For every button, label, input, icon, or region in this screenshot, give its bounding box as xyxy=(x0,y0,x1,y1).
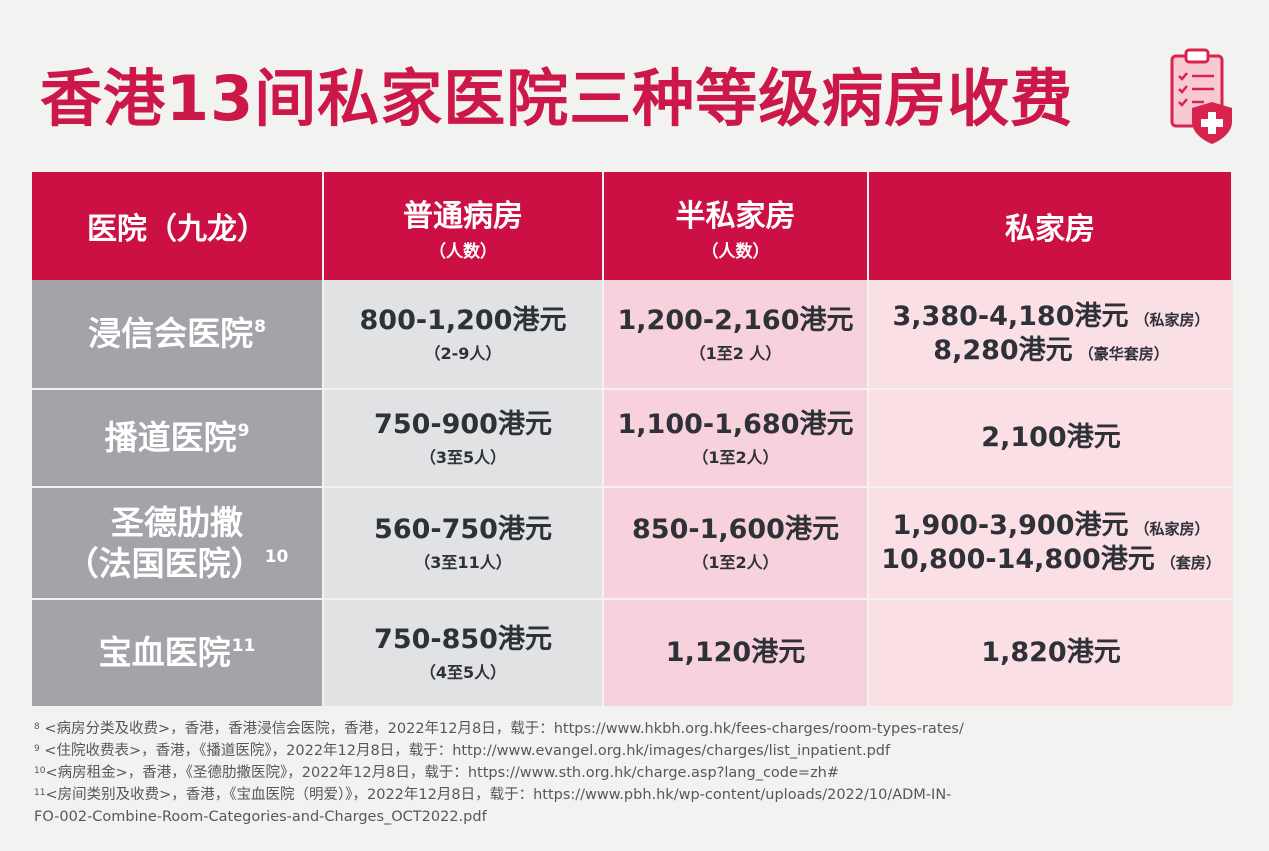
general-ward-cell: 560-750港元 （3至11人） xyxy=(324,488,604,600)
general-price: 560-750港元 xyxy=(374,513,552,547)
hospital-name: 浸信会医院8 xyxy=(88,313,266,354)
footnotes: 8 <病房分类及收费>，香港，香港浸信会医院，香港，2022年12月8日，载于：… xyxy=(34,718,1234,828)
general-price: 750-900港元 xyxy=(374,408,552,442)
semi-price: 1,120港元 xyxy=(666,636,805,670)
footnote-number: 9 xyxy=(34,744,40,754)
general-price: 800-1,200港元 xyxy=(360,304,567,338)
header-semi-sub: （人数） xyxy=(702,237,770,262)
hospital-name-cell: 浸信会医院8 xyxy=(32,280,324,390)
private-room-cell: 1,900-3,900港元 （私家房） 10,800-14,800港元 （套房） xyxy=(869,488,1233,600)
private-note: （豪华套房） xyxy=(1079,345,1169,363)
private-price: 1,820港元 xyxy=(981,636,1120,670)
footnote-text: <病房分类及收费>，香港，香港浸信会医院，香港，2022年12月8日，载于：ht… xyxy=(44,721,964,737)
footnote-number: 11 xyxy=(34,788,45,798)
hospital-name: 圣德肋撒 （法国医院）10 xyxy=(66,502,289,585)
general-occupancy: （2-9人） xyxy=(425,340,502,364)
header-general-label: 普通病房 xyxy=(403,191,523,235)
general-occupancy: （3至11人） xyxy=(414,549,511,573)
hospital-name: 宝血医院11 xyxy=(99,632,256,673)
footnote-text: <病房租金>，香港，《圣德肋撒医院》，2022年12月8日，载于：https:/… xyxy=(45,765,839,781)
hospital-name-cell: 宝血医院11 xyxy=(32,600,324,706)
page-title: 香港13间私家医院三种等级病房收费 xyxy=(40,48,1073,138)
fee-table: 医院（九龙） 普通病房 （人数） 半私家房 （人数） 私家房 浸信会医院8 80… xyxy=(32,172,1233,706)
header-private-label: 私家房 xyxy=(1005,204,1095,248)
header-general-ward: 普通病房 （人数） xyxy=(324,172,604,280)
semi-private-cell: 1,120港元 xyxy=(604,600,869,706)
semi-private-cell: 1,200-2,160港元 （1至2 人） xyxy=(604,280,869,390)
footnote-number: 8 xyxy=(34,722,40,732)
semi-price: 1,100-1,680港元 xyxy=(617,408,853,442)
footnote-continuation: FO-002-Combine-Room-Categories-and-Charg… xyxy=(34,806,1234,828)
semi-occupancy: （1至2人） xyxy=(692,444,778,468)
private-price-line: 3,380-4,180港元 （私家房） xyxy=(892,300,1209,334)
private-price: 2,100港元 xyxy=(981,421,1120,455)
general-ward-cell: 750-900港元 （3至5人） xyxy=(324,390,604,488)
private-note: （私家房） xyxy=(1135,520,1210,538)
footnote: 8 <病房分类及收费>，香港，香港浸信会医院，香港，2022年12月8日，载于：… xyxy=(34,718,1234,740)
semi-occupancy: （1至2人） xyxy=(692,549,778,573)
semi-price: 850-1,600港元 xyxy=(632,513,839,547)
footnote-text: FO-002-Combine-Room-Categories-and-Charg… xyxy=(34,809,487,825)
hospital-name: 播道医院9 xyxy=(105,417,250,458)
semi-price: 1,200-2,160港元 xyxy=(617,304,853,338)
semi-private-cell: 850-1,600港元 （1至2人） xyxy=(604,488,869,600)
private-room-cell: 3,380-4,180港元 （私家房） 8,280港元 （豪华套房） xyxy=(869,280,1233,390)
clipboard-shield-icon xyxy=(1168,46,1238,146)
footnote-text: <住院收费表>，香港，《播道医院》，2022年12月8日，载于：http://w… xyxy=(44,743,890,759)
header-hospital-label: 医院（九龙） xyxy=(87,204,267,248)
header-private: 私家房 xyxy=(869,172,1233,280)
footnote: 11<房间类别及收费>，香港，《宝血医院（明爱）》，2022年12月8日，载于：… xyxy=(34,784,1234,806)
general-price: 750-850港元 xyxy=(374,623,552,657)
footnote-text: <房间类别及收费>，香港，《宝血医院（明爱）》，2022年12月8日，载于：ht… xyxy=(45,787,951,803)
footnote: 9 <住院收费表>，香港，《播道医院》，2022年12月8日，载于：http:/… xyxy=(34,740,1234,762)
private-room-cell: 2,100港元 xyxy=(869,390,1233,488)
footnote-ref: 10 xyxy=(265,547,289,567)
private-price-line: 1,900-3,900港元 （私家房） xyxy=(892,509,1209,543)
footnote-ref: 8 xyxy=(254,317,266,337)
header-semi-private: 半私家房 （人数） xyxy=(604,172,869,280)
general-occupancy: （3至5人） xyxy=(420,444,506,468)
header-hospital: 医院（九龙） xyxy=(32,172,324,280)
general-ward-cell: 750-850港元 （4至5人） xyxy=(324,600,604,706)
footnote-ref: 9 xyxy=(238,421,250,441)
private-room-cell: 1,820港元 xyxy=(869,600,1233,706)
semi-occupancy: （1至2 人） xyxy=(690,340,782,364)
footnote-ref: 11 xyxy=(232,636,256,656)
general-ward-cell: 800-1,200港元 （2-9人） xyxy=(324,280,604,390)
header-semi-label: 半私家房 xyxy=(676,191,796,235)
private-note: （套房） xyxy=(1161,554,1221,572)
hospital-name-cell: 播道医院9 xyxy=(32,390,324,488)
private-price-line: 8,280港元 （豪华套房） xyxy=(933,334,1168,368)
private-price-line: 10,800-14,800港元 （套房） xyxy=(881,543,1221,577)
footnote-number: 10 xyxy=(34,766,45,776)
hospital-name-cell: 圣德肋撒 （法国医院）10 xyxy=(32,488,324,600)
private-note: （私家房） xyxy=(1135,311,1210,329)
semi-private-cell: 1,100-1,680港元 （1至2人） xyxy=(604,390,869,488)
general-occupancy: （4至5人） xyxy=(420,659,506,683)
header-general-sub: （人数） xyxy=(429,237,497,262)
footnote: 10<病房租金>，香港，《圣德肋撒医院》，2022年12月8日，载于：https… xyxy=(34,762,1234,784)
